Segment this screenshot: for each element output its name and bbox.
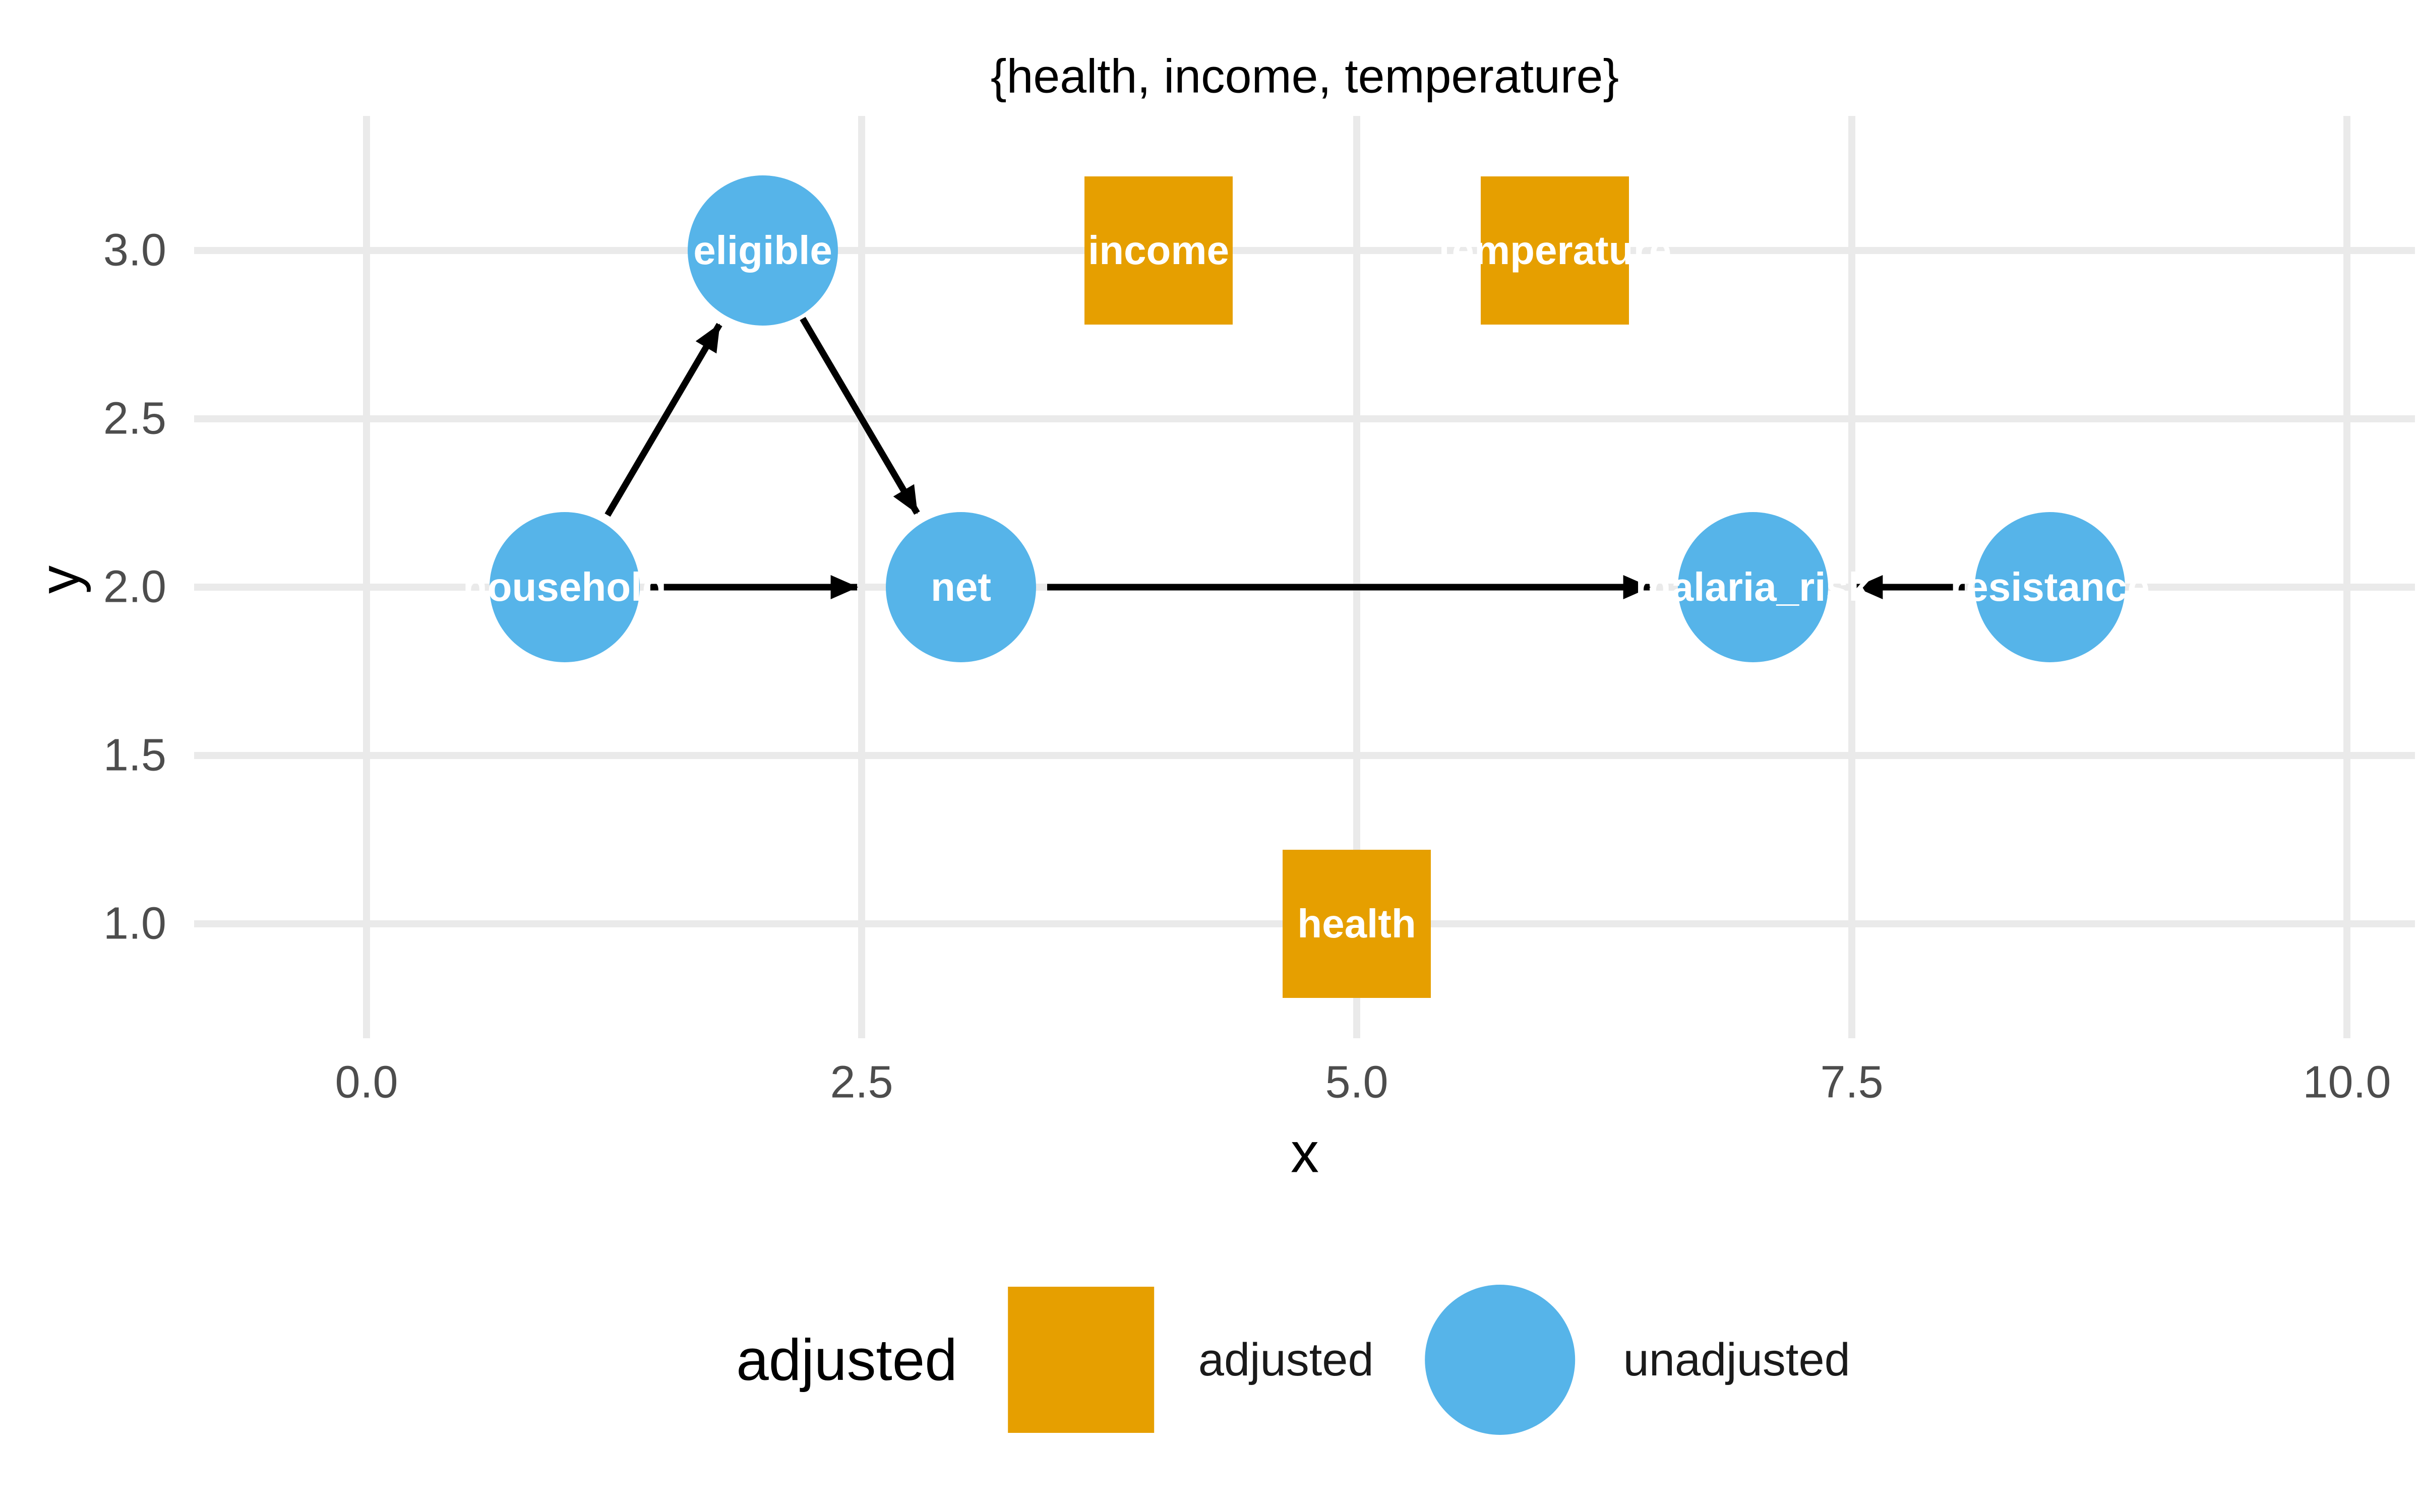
node-label-resistance: resistance <box>1950 564 2150 609</box>
gridlines <box>194 116 2415 1038</box>
node-temperature-square <box>1481 176 1629 325</box>
y-tick-3.0: 3.0 <box>103 225 166 276</box>
dag-nodes <box>490 175 2125 998</box>
x-tick-10: 10.0 <box>2303 1057 2391 1108</box>
dag-edges <box>604 317 1965 600</box>
node-household-circle <box>490 512 640 662</box>
edge-eligible-net <box>800 317 920 515</box>
node-label-household: household <box>462 564 667 609</box>
y-tick-2.5: 2.5 <box>103 393 166 444</box>
node-malaria_risk-circle <box>1678 512 1828 662</box>
legend-label-adjusted: adjusted <box>1198 1334 1374 1385</box>
node-label-income: income <box>1087 228 1230 273</box>
node-label-malaria_risk: malaria_risk <box>1635 564 1871 609</box>
legend: adjusted adjusted unadjusted <box>736 1285 1850 1435</box>
legend-label-unadjusted: unadjusted <box>1623 1334 1850 1385</box>
node-label-health: health <box>1297 901 1416 946</box>
x-axis-title: x <box>1291 1121 1319 1184</box>
x-tick-7.5: 7.5 <box>1820 1057 1884 1108</box>
legend-title: adjusted <box>736 1327 957 1393</box>
node-eligible-circle <box>688 175 838 326</box>
plot-title: {health, income, temperature} <box>990 49 1619 103</box>
edge-household-eligible <box>604 323 722 517</box>
legend-key-unadjusted-circle-icon <box>1425 1285 1576 1435</box>
x-tick-0: 0.0 <box>335 1057 398 1108</box>
x-tick-2.5: 2.5 <box>830 1057 893 1108</box>
node-label-net: net <box>931 564 991 609</box>
node-net-circle <box>886 512 1036 662</box>
y-axis-title: y <box>28 565 91 594</box>
node-health-square <box>1283 850 1431 998</box>
y-tick-1.0: 1.0 <box>103 898 166 949</box>
y-tick-2.0: 2.0 <box>103 561 166 612</box>
y-tick-1.5: 1.5 <box>103 730 166 781</box>
node-label-temperature: temperature <box>1438 228 1672 273</box>
x-tick-5: 5.0 <box>1325 1057 1388 1108</box>
node-resistance-circle <box>1975 512 2125 662</box>
node-income-square <box>1084 176 1233 325</box>
node-label-eligible: eligible <box>693 228 832 273</box>
legend-key-adjusted-square-icon <box>1007 1287 1154 1433</box>
